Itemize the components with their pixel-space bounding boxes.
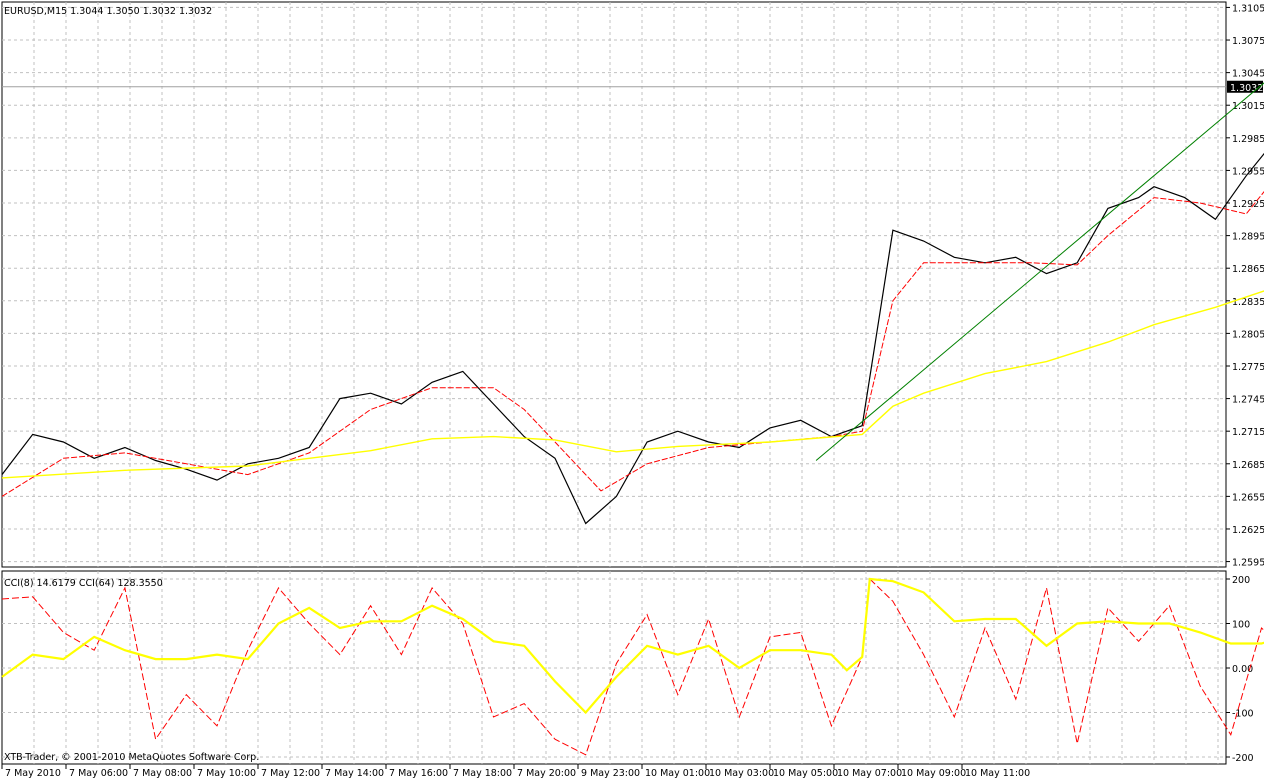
y-tick-label: 1.2895 [1232, 232, 1264, 243]
x-tick-label: 7 May 18:00 [453, 768, 512, 779]
x-tick-label: 10 May 05:00 [773, 768, 838, 779]
time-axis: 7 May 2010 7 May 06:00 7 May 08:00 7 May 10… [1, 764, 1030, 779]
y-tick-label: 1.3105 [1232, 3, 1264, 14]
x-tick-label: 7 May 06:00 [69, 768, 128, 779]
current-price-badge [1227, 80, 1263, 93]
y-tick-label: 1.3075 [1232, 36, 1264, 47]
y-tick-label: 1.3015 [1232, 101, 1264, 112]
y-tick-label: 1.2835 [1232, 297, 1264, 308]
y-tick-label: 200 [1232, 575, 1250, 586]
x-tick-label: 9 May 23:00 [581, 768, 640, 779]
y-tick-label: 0.00 [1232, 664, 1253, 675]
x-tick-label: 7 May 2010 [5, 768, 61, 779]
price-panel: 1.3105 1.3075 1.3045 1.3015 1.2985 1.2955 1.29… [1, 1, 1264, 569]
cci-panel: 200 100 0.00 -100 -200 [1, 570, 1264, 765]
cci-series-1 [1, 577, 1264, 715]
x-tick-label: 10 May 09:00 [901, 768, 966, 779]
y-tick-label: 100 [1232, 620, 1250, 631]
y-tick-label: 1.2655 [1232, 492, 1264, 503]
y-tick-label: 1.3045 [1232, 69, 1264, 80]
y-tick-label: -100 [1232, 709, 1254, 720]
y-tick-label: 1.2955 [1232, 166, 1264, 177]
y-tick-label: 1.2985 [1232, 134, 1264, 145]
x-tick-label: 7 May 08:00 [133, 768, 192, 779]
price-series-2 [1, 290, 1264, 479]
y-tick-label: 1.2865 [1232, 264, 1264, 275]
y-tick-label: 1.2625 [1232, 525, 1264, 536]
y-tick-label: 1.2745 [1232, 395, 1264, 406]
x-tick-label: 7 May 20:00 [517, 768, 576, 779]
y-tick-label: 1.2775 [1232, 362, 1264, 373]
price-frame [1, 1, 1227, 568]
cci-series-0 [1, 577, 1264, 756]
x-tick-label: 10 May 03:00 [709, 768, 774, 779]
chart-title: EURUSD,M15 1.3044 1.3050 1.3032 1.3032 [4, 6, 212, 17]
copyright-label: XTB-Trader, © 2001-2010 MetaQuotes Softw… [4, 752, 259, 763]
x-tick-label: 7 May 14:00 [325, 768, 384, 779]
x-tick-label: 10 May 11:00 [965, 768, 1030, 779]
y-tick-label: -200 [1232, 753, 1254, 764]
x-tick-label: 7 May 12:00 [261, 768, 320, 779]
x-tick-label: 10 May 01:00 [645, 768, 710, 779]
cci-title: CCI(8) 14.6179 CCI(64) 128.3550 [4, 578, 163, 589]
current-price-label: 1.3032 [1230, 83, 1263, 94]
price-series-3 [815, 82, 1264, 461]
y-tick-label: 1.2805 [1232, 329, 1264, 340]
x-tick-label: 10 May 07:00 [837, 768, 902, 779]
y-tick-label: 1.2925 [1232, 199, 1264, 210]
x-tick-label: 7 May 16:00 [389, 768, 448, 779]
y-tick-label: 1.2595 [1232, 558, 1264, 569]
y-tick-label: 1.2715 [1232, 427, 1264, 438]
x-tick-label: 7 May 10:00 [197, 768, 256, 779]
y-tick-label: 1.2685 [1232, 460, 1264, 471]
